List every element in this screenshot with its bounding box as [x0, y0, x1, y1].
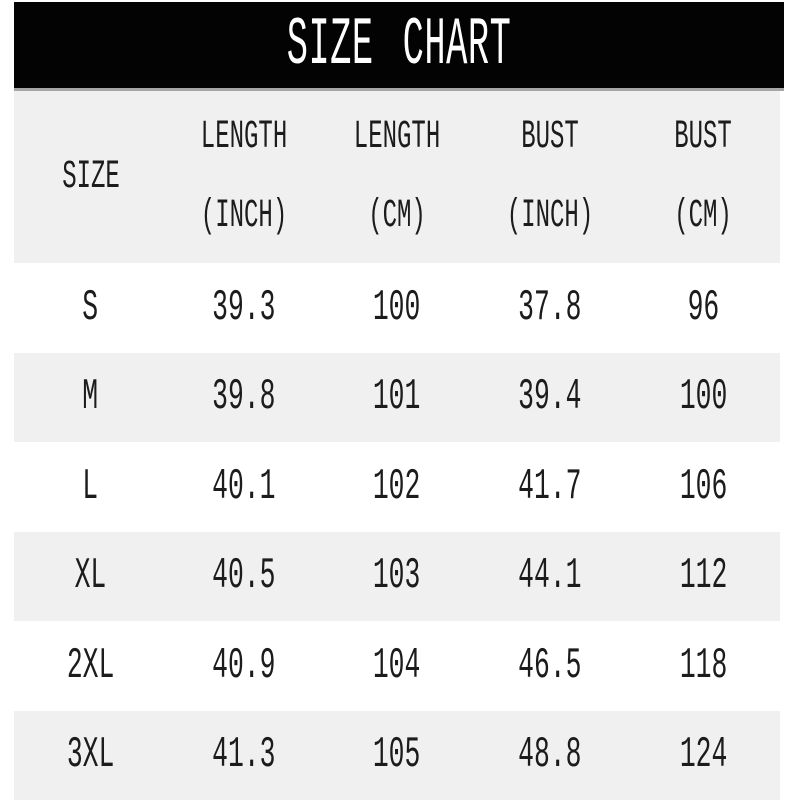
bust-cm-cell: 100 — [627, 353, 780, 443]
bust-inch-value: 41.7 — [518, 461, 582, 512]
length-cm-cell: 101 — [320, 353, 473, 443]
length-inch-value: 41.3 — [212, 730, 276, 781]
table-row-xl: XL 40.5 103 44.1 112 — [14, 531, 780, 622]
length-cm-value: 101 — [373, 372, 421, 423]
header-unit-bust-inch: (INCH) — [506, 194, 594, 239]
bust-inch-cell: 41.7 — [474, 442, 627, 532]
size-cell: 3XL — [14, 711, 167, 801]
bust-inch-value: 46.5 — [518, 640, 582, 691]
header-label-size: SIZE — [61, 154, 120, 200]
bust-cm-value: 118 — [679, 640, 728, 691]
header-unit-length-inch: (INCH) — [200, 194, 287, 239]
bust-inch-cell: 37.8 — [474, 263, 627, 353]
header-label-length-inch: LENGTH — [200, 115, 287, 160]
length-cm-cell: 100 — [320, 263, 473, 353]
length-cm-value: 103 — [373, 551, 421, 602]
bust-inch-value: 48.8 — [518, 730, 582, 781]
bust-cm-value: 100 — [679, 372, 728, 423]
header-label-length-cm: LENGTH — [353, 115, 441, 160]
length-cm-cell: 102 — [320, 442, 473, 532]
length-cm-cell: 105 — [320, 711, 473, 801]
bust-cm-cell: 96 — [627, 263, 780, 353]
table-row-2xl: 2XL 40.9 104 46.5 118 — [14, 621, 780, 711]
length-inch-cell: 40.5 — [167, 532, 320, 622]
header-cell-length-cm: LENGTH (CM) — [320, 91, 473, 263]
size-chart-title: SIZE CHART — [286, 6, 512, 84]
table-row-m: M 39.8 101 39.4 100 — [14, 352, 780, 443]
size-cell: L — [14, 442, 167, 532]
table-header-row: SIZE LENGTH (INCH) LENGTH (CM) BUST (INC… — [14, 91, 780, 263]
table-row-s: S 39.3 100 37.8 96 — [14, 263, 780, 353]
bust-cm-cell: 112 — [627, 532, 780, 622]
bust-inch-value: 44.1 — [518, 551, 582, 602]
length-cm-value: 105 — [373, 730, 421, 781]
size-table: SIZE LENGTH (INCH) LENGTH (CM) BUST (INC… — [14, 91, 780, 800]
length-cm-value: 100 — [373, 282, 421, 333]
bust-inch-cell: 44.1 — [474, 532, 627, 622]
length-cm-value: 102 — [373, 461, 421, 512]
bust-cm-cell: 106 — [627, 442, 780, 532]
header-label-bust-inch: BUST — [521, 115, 579, 160]
bust-inch-value: 37.8 — [518, 282, 582, 333]
bust-cm-cell: 118 — [627, 621, 780, 711]
bust-cm-value: 96 — [687, 282, 720, 333]
header-cell-bust-inch: BUST (INCH) — [474, 91, 627, 263]
length-cm-cell: 103 — [320, 532, 473, 622]
length-inch-value: 40.1 — [212, 461, 276, 512]
table-row-3xl: 3XL 41.3 105 48.8 124 — [14, 710, 780, 801]
bust-inch-cell: 39.4 — [474, 353, 627, 443]
bust-cm-value: 106 — [679, 461, 728, 512]
size-label: 3XL — [66, 730, 115, 781]
size-label: 2XL — [66, 640, 115, 691]
size-chart-title-bar: SIZE CHART — [14, 2, 784, 91]
length-inch-cell: 39.8 — [167, 353, 320, 443]
size-label: S — [82, 282, 99, 333]
bust-inch-cell: 46.5 — [474, 621, 627, 711]
bust-inch-cell: 48.8 — [474, 711, 627, 801]
header-cell-length-inch: LENGTH (INCH) — [167, 91, 320, 263]
length-inch-cell: 40.9 — [167, 621, 320, 711]
bust-cm-cell: 124 — [627, 711, 780, 801]
length-inch-cell: 39.3 — [167, 263, 320, 353]
bust-cm-value: 124 — [679, 730, 728, 781]
size-cell: 2XL — [14, 621, 167, 711]
size-cell: M — [14, 353, 167, 443]
length-inch-value: 39.3 — [212, 282, 276, 333]
bust-inch-value: 39.4 — [518, 372, 582, 423]
header-label-bust-cm: BUST — [674, 115, 733, 160]
length-cm-value: 104 — [373, 640, 421, 691]
bust-cm-value: 112 — [679, 551, 728, 602]
header-unit-bust-cm: (CM) — [674, 194, 733, 239]
size-label: L — [82, 461, 99, 512]
size-label: XL — [74, 551, 107, 602]
size-label: M — [82, 372, 99, 423]
length-inch-cell: 40.1 — [167, 442, 320, 532]
length-inch-cell: 41.3 — [167, 711, 320, 801]
length-cm-cell: 104 — [320, 621, 473, 711]
size-cell: XL — [14, 532, 167, 622]
length-inch-value: 40.9 — [212, 640, 276, 691]
header-unit-length-cm: (CM) — [368, 194, 426, 239]
length-inch-value: 40.5 — [212, 551, 276, 602]
size-cell: S — [14, 263, 167, 353]
table-row-l: L 40.1 102 41.7 106 — [14, 442, 780, 532]
length-inch-value: 39.8 — [212, 372, 276, 423]
header-cell-size: SIZE — [14, 91, 167, 263]
header-cell-bust-cm: BUST (CM) — [627, 91, 780, 263]
